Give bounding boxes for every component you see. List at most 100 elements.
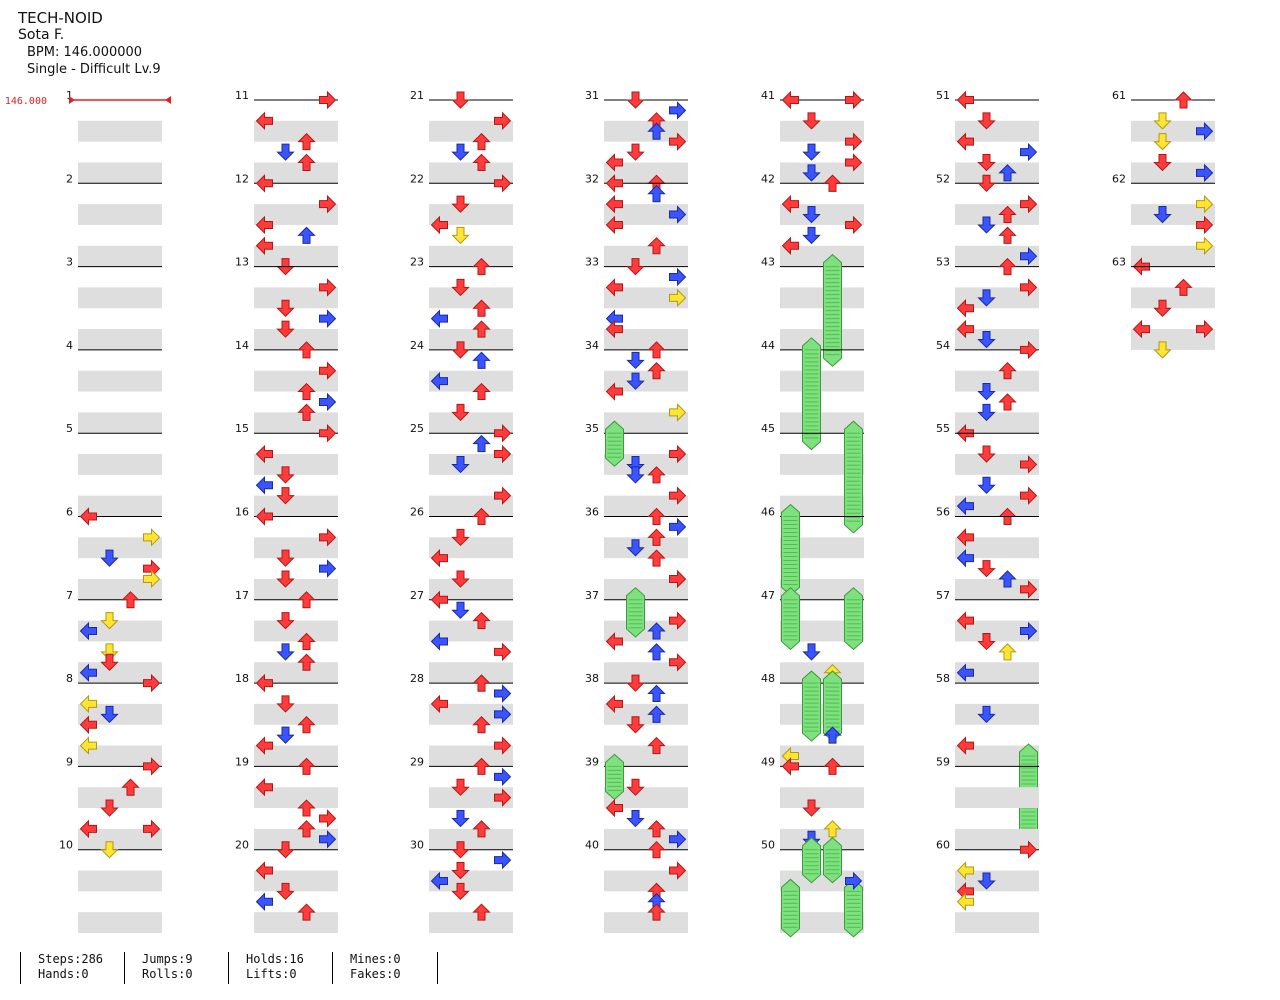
arrow-up-icon [472,132,491,151]
beat-band [429,412,513,434]
arrow-up-icon [472,351,491,369]
beat-band [429,662,513,684]
measure-61: 61 [1112,89,1215,184]
measure-number: 58 [936,672,950,685]
beat-band [1131,287,1215,309]
measure-50: 50 [761,837,864,938]
measure-33: 33 [585,256,688,350]
measure-55: 55 [936,422,1039,525]
arrow-up-icon [998,205,1017,224]
measure-41: 41 [761,89,864,192]
beat-band [78,370,162,392]
arrow-up-icon [647,466,666,484]
arrow-up-icon [297,226,316,244]
arrow-down-icon [977,330,996,349]
arrow-up-icon [998,393,1017,411]
beat-band [254,245,338,267]
arrow-left-icon [255,111,273,131]
measure-number: 59 [936,755,950,768]
arrow-up-icon [297,153,316,171]
measure-number: 54 [936,339,950,352]
beat-band [254,828,338,850]
arrow-up-icon [297,341,316,359]
arrow-down-icon [276,570,295,588]
arrow-right-icon [143,757,161,776]
arrow-right-icon [494,705,512,724]
measure-36: 36 [585,506,688,600]
arrow-down-icon [100,705,119,724]
arrow-down-icon [977,705,996,724]
stat-rolls: Rolls:0 [142,967,193,981]
measure-23: 23 [410,256,513,350]
measure-number: 61 [1112,89,1126,102]
measure-40: 40 [585,839,688,933]
hold-note-right [844,587,863,651]
arrow-down-icon [1153,206,1172,224]
arrow-up-icon [472,153,491,171]
measure-number: 2 [66,172,73,185]
arrow-left-icon [430,548,448,568]
arrow-down-icon [100,612,119,630]
bpm-change-marker: 146.000 [5,96,171,107]
bpm-start-icon [69,96,75,104]
arrow-left-icon [956,736,974,755]
arrow-up-icon [998,164,1017,182]
arrow-up-icon [297,716,316,734]
stat-holds: Holds:16 [246,952,304,966]
arrow-left-icon [255,673,273,693]
beat-band [604,412,688,434]
beat-band [780,703,864,725]
arrow-up-icon [472,716,491,734]
measure-number: 31 [585,89,599,102]
arrow-right-icon [319,361,337,380]
measure-22: 22 [410,172,513,267]
beat-band [955,287,1039,309]
arrow-up-icon [121,778,140,796]
measure-56: 56 [936,506,1039,600]
measure-59: 59 [936,755,1039,850]
arrow-left-icon [430,590,448,610]
arrow-down-icon [977,445,996,463]
arrow-up-icon [998,570,1017,588]
arrow-up-icon [998,226,1017,244]
arrow-down-icon [626,351,645,370]
measure-number: 40 [585,839,599,852]
measure-number: 24 [410,339,424,352]
beat-band [78,537,162,559]
beat-band [429,828,513,850]
beat-band [429,578,513,600]
beat-band [955,912,1039,933]
arrow-right-icon [319,423,337,443]
arrow-right-icon [669,267,687,287]
measure-11: 11 [235,89,338,184]
beat-band [429,120,513,142]
arrow-left-icon [255,861,273,880]
beat-band [604,620,688,642]
measure-number: 51 [936,89,950,102]
beat-band [429,454,513,475]
arrow-left-icon [430,632,448,651]
beat-band [604,787,688,809]
arrow-right-icon [669,611,687,630]
stat-fakes: Fakes:0 [350,967,401,981]
arrow-up-icon [472,820,491,838]
hold-body [802,837,821,884]
measure-number: 30 [410,839,424,852]
arrow-up-icon [297,820,316,838]
beat-band [254,787,338,809]
arrow-up-icon [647,528,666,546]
arrow-down-icon [977,872,996,890]
arrow-up-icon [647,622,666,640]
arrow-down-icon [626,258,645,276]
beat-band [78,495,162,517]
hold-note-down [802,337,821,451]
measure-number: 15 [235,422,249,435]
measure-number: 5 [66,422,73,435]
beat-band [780,287,864,309]
beat-band [780,412,864,434]
arrow-left-icon [956,663,974,682]
beat-band [78,662,162,684]
beat-band [780,787,864,809]
stats-col-steps: Steps:286 Hands:0 [38,952,103,984]
measure-number: 27 [410,589,424,602]
